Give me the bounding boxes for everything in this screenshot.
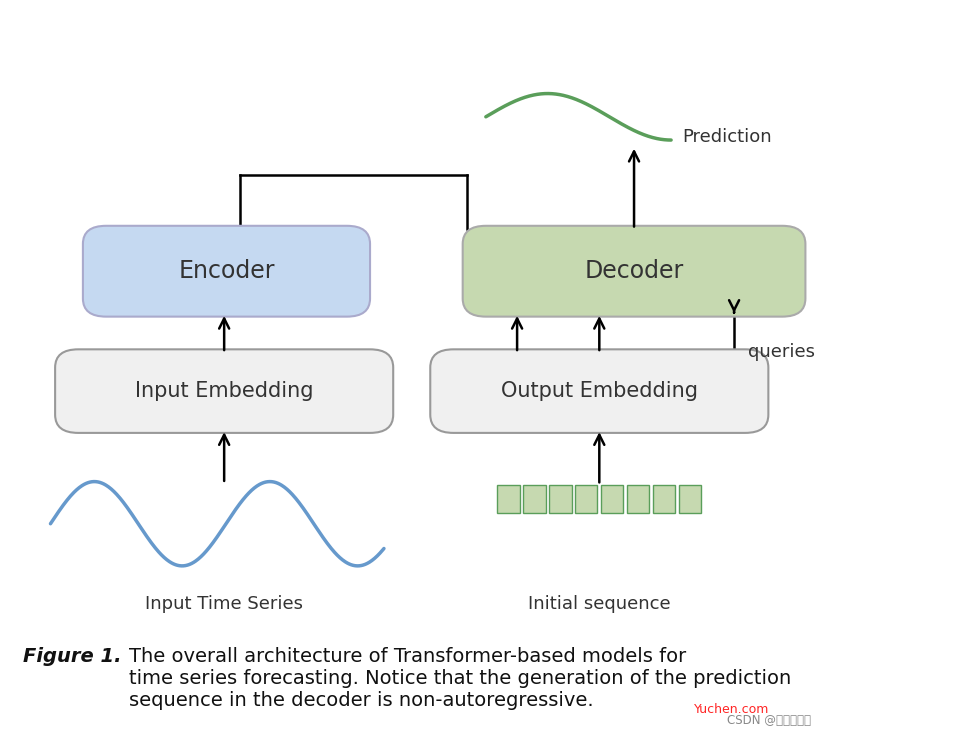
Text: queries: queries xyxy=(748,343,815,361)
Text: CSDN @努力の小熊: CSDN @努力の小熊 xyxy=(727,714,811,727)
FancyBboxPatch shape xyxy=(83,226,370,317)
Text: Prediction: Prediction xyxy=(682,128,771,146)
Text: Encoder: Encoder xyxy=(178,259,274,283)
Text: The overall architecture of Transformer-based models for
time series forecasting: The overall architecture of Transformer-… xyxy=(129,648,792,710)
Text: Output Embedding: Output Embedding xyxy=(501,381,698,401)
FancyBboxPatch shape xyxy=(523,485,546,513)
Text: Figure 1.: Figure 1. xyxy=(23,648,121,666)
FancyBboxPatch shape xyxy=(627,485,649,513)
Text: Yuchen.com: Yuchen.com xyxy=(694,703,770,717)
FancyBboxPatch shape xyxy=(576,485,598,513)
Text: Initial sequence: Initial sequence xyxy=(528,595,670,613)
FancyBboxPatch shape xyxy=(497,485,520,513)
Text: Decoder: Decoder xyxy=(584,259,684,283)
Text: Input Embedding: Input Embedding xyxy=(135,381,314,401)
FancyBboxPatch shape xyxy=(463,226,805,317)
FancyBboxPatch shape xyxy=(679,485,701,513)
FancyBboxPatch shape xyxy=(55,349,393,433)
Text: Input Time Series: Input Time Series xyxy=(145,595,303,613)
FancyBboxPatch shape xyxy=(550,485,572,513)
FancyBboxPatch shape xyxy=(601,485,623,513)
FancyBboxPatch shape xyxy=(653,485,675,513)
FancyBboxPatch shape xyxy=(430,349,769,433)
